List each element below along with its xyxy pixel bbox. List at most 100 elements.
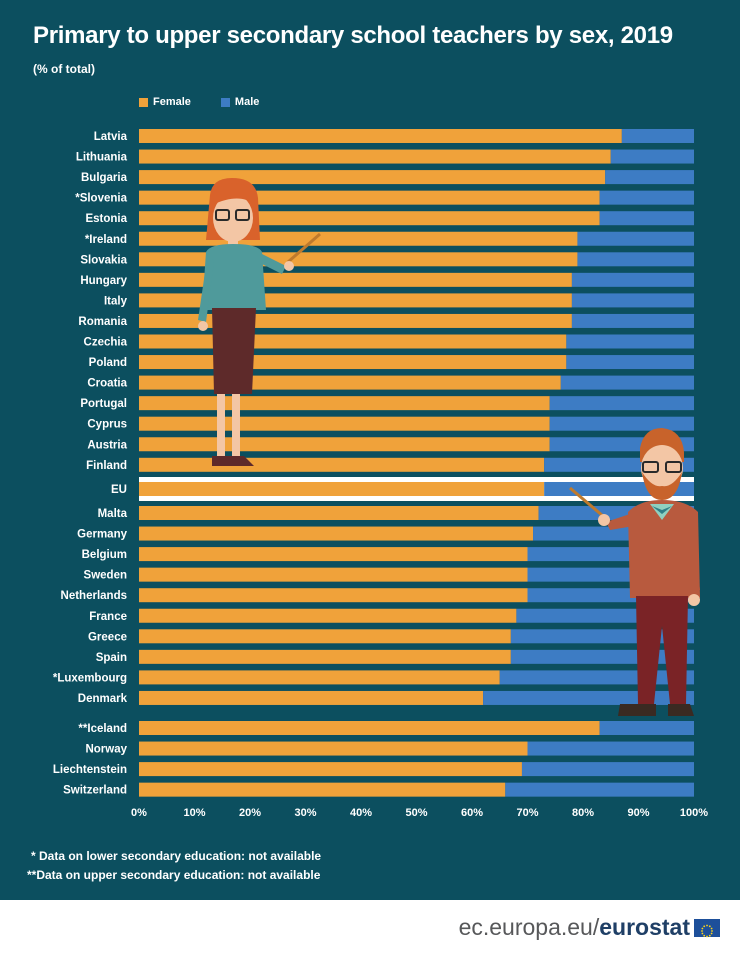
male-teacher-illustration [569, 428, 700, 716]
legend-item-male: Male [220, 96, 260, 108]
bar-male-switzerland [505, 782, 694, 797]
bar-male-hungary [571, 272, 694, 287]
category-label-poland: Poland [89, 357, 127, 369]
bar-female-sweden [139, 567, 528, 582]
x-tick-label: 10% [183, 807, 205, 819]
x-tick-label: 70% [516, 807, 538, 819]
category-label-austria: Austria [87, 439, 127, 451]
category-label-finland: Finland [86, 460, 127, 472]
legend-label-female: Female [153, 96, 191, 108]
eurostat-brand[interactable]: ec.europa.eu/eurostat [459, 914, 720, 941]
category-label-lithuania: Lithuania [76, 152, 128, 164]
category-label-greece: Greece [88, 631, 127, 643]
category-label-switzerland: Switzerland [63, 785, 127, 797]
category-label-luxembourg: *Luxembourg [53, 672, 127, 684]
category-label-italy: Italy [104, 295, 128, 307]
bar-male-cyprus [549, 416, 694, 431]
category-label-france: France [89, 611, 127, 623]
bar-female-malta [139, 506, 539, 520]
bar-male-denmark [483, 690, 694, 705]
bar-male-italy [571, 293, 694, 308]
category-label-eu: EU [111, 484, 127, 496]
bar-male-liechtenstein [521, 762, 694, 777]
x-tick-label: 50% [405, 807, 427, 819]
bar-male-iceland [599, 721, 694, 735]
x-tick-label: 80% [572, 807, 594, 819]
category-label-iceland: **Iceland [78, 723, 127, 735]
category-label-denmark: Denmark [78, 693, 128, 705]
brand-name: eurostat [599, 914, 690, 940]
bar-male-slovenia [599, 190, 694, 205]
bar-female-finland [139, 457, 545, 472]
bar-female-luxembourg [139, 670, 500, 685]
category-label-malta: Malta [98, 508, 128, 520]
bar-male-romania [571, 313, 694, 328]
category-label-liechtenstein: Liechtenstein [53, 764, 127, 776]
bar-female-denmark [139, 690, 484, 705]
bar-female-belgium [139, 547, 528, 562]
bar-male-slovakia [577, 252, 694, 267]
bar-female-latvia [139, 129, 622, 143]
x-tick-label: 40% [350, 807, 372, 819]
bar-male-poland [566, 355, 694, 370]
x-tick-label: 0% [131, 807, 147, 819]
bar-female-portugal [139, 396, 550, 411]
bar-female-netherlands [139, 588, 528, 603]
category-label-sweden: Sweden [84, 570, 127, 582]
category-label-slovakia: Slovakia [80, 254, 127, 266]
category-label-romania: Romania [78, 316, 127, 328]
bar-male-luxembourg [499, 670, 694, 685]
bar-male-bulgaria [605, 170, 694, 185]
category-label-spain: Spain [96, 652, 127, 664]
category-label-croatia: Croatia [87, 378, 127, 390]
bar-male-czechia [566, 334, 694, 349]
category-label-hungary: Hungary [80, 275, 127, 287]
bar-female-france [139, 608, 517, 623]
bar-male-norway [527, 741, 694, 756]
bar-chart: Latvia Lithuania Bulgaria *Slovenia Estonia *… [53, 129, 708, 819]
legend-label-male: Male [234, 96, 260, 108]
bar-male-ireland [577, 231, 694, 246]
category-label-estonia: Estonia [85, 213, 127, 225]
category-label-netherlands: Netherlands [61, 590, 127, 602]
bar-female-ireland [139, 231, 578, 246]
category-label-germany: Germany [77, 529, 127, 541]
bar-female-austria [139, 437, 550, 452]
x-tick-label: 20% [239, 807, 261, 819]
bar-female-switzerland [139, 782, 506, 797]
x-tick-label: 90% [627, 807, 649, 819]
bar-female-liechtenstein [139, 762, 522, 777]
bar-male-portugal [549, 396, 694, 411]
female-teacher-illustration [198, 178, 321, 466]
category-label-cyprus: Cyprus [87, 419, 127, 431]
chart-title: Primary to upper secondary school teache… [33, 22, 673, 49]
category-label-belgium: Belgium [82, 549, 127, 561]
category-label-bulgaria: Bulgaria [81, 172, 128, 184]
bar-female-spain [139, 649, 511, 664]
bar-female-slovakia [139, 252, 578, 267]
bar-female-eu [139, 482, 545, 496]
x-tick-label: 30% [294, 807, 316, 819]
eu-flag-icon [694, 918, 720, 937]
category-label-czechia: Czechia [84, 337, 128, 349]
bar-female-cyprus [139, 416, 550, 431]
legend-item-female: Female [139, 96, 191, 108]
brand-site: ec.europa.eu/ [458, 914, 600, 940]
legend: Female Male [139, 96, 289, 108]
bar-female-greece [139, 629, 511, 644]
chart-subtitle: (% of total) [33, 62, 95, 76]
bar-female-poland [139, 355, 567, 370]
bar-female-iceland [139, 721, 600, 735]
bar-female-bulgaria [139, 170, 606, 185]
bar-male-lithuania [610, 149, 694, 164]
bar-male-latvia [621, 129, 694, 143]
bar-female-czechia [139, 334, 567, 349]
bar-female-slovenia [139, 190, 600, 205]
category-label-norway: Norway [85, 744, 127, 756]
bar-female-norway [139, 741, 528, 756]
bar-male-estonia [599, 211, 694, 226]
category-label-latvia: Latvia [94, 131, 128, 143]
bar-female-croatia [139, 375, 561, 390]
x-tick-label: 100% [680, 807, 708, 819]
bar-female-germany [139, 526, 534, 541]
